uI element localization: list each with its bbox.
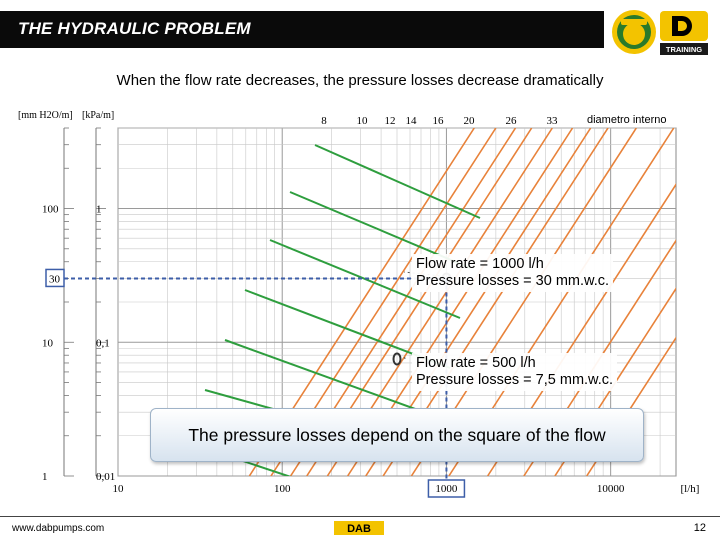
x-tick-label: 100 [274,483,291,495]
callout-1000-loss: Pressure losses = 30 mm.w.c. [416,273,609,289]
callout-1000-flow: Flow rate = 1000 l/h [416,256,544,272]
operating-point-500 [392,352,402,366]
footer-url[interactable]: www.dabpumps.com [12,523,105,534]
dab-logo-icon: DAB [334,521,384,535]
y-axis-unit-mm: [mm H2O/m] [18,110,73,121]
callout-500-flow: Flow rate = 500 l/h [416,355,536,371]
x-tick-label: 10000 [597,483,625,495]
page-title: THE HYDRAULIC PROBLEM [18,19,251,38]
x-tick-label: 1000 [435,483,458,495]
y-tick-label-mm: 1 [42,471,48,483]
velocity-line [314,144,481,219]
y-tick-label-kpa: 0,01 [96,471,115,483]
callout-500-loss: Pressure losses = 7,5 mm.w.c. [416,372,614,388]
x-axis-unit: [l/h] [681,483,700,495]
title-bar [0,11,604,48]
y-tick-label-highlight: 30 [49,273,61,285]
diameter-label-16: 16 [433,115,445,127]
header: THE HYDRAULIC PROBLEM TRAINING [0,0,720,62]
y-tick-label-kpa: 1 [96,204,102,216]
logo-text: TRAINING [666,45,702,54]
velocity-line [224,339,441,419]
diameter-label-12: 12 [385,115,396,127]
diameter-label-14: 14 [406,115,418,127]
conclusion-banner: The pressure losses depend on the square… [150,408,644,462]
diameter-label-33: 33 [547,115,559,127]
footer-logo-text: DAB [347,523,371,535]
y-tick-highlight [45,268,65,288]
subtitle: When the flow rate decreases, the pressu… [116,72,604,89]
diameter-label-8: 8 [321,115,327,127]
diameter-axis-label: diametro interno [587,114,667,126]
diameter-label-10: 10 [357,115,369,127]
diameter-label-20: 20 [464,115,476,127]
diameter-label-26: 26 [506,115,518,127]
page-number: 12 [693,522,706,534]
callout-1000: Flow rate = 1000 l/h Pressure losses = 3… [412,254,613,292]
callout-500: Flow rate = 500 l/h Pressure losses = 7,… [412,353,618,391]
y-axis-unit-kpa: [kPa/m] [82,110,114,121]
y-tick-label-kpa: 0,1 [96,337,110,349]
callout-leader [403,353,406,360]
y-tick-label-mm: 10 [42,337,54,349]
footer-divider [0,516,720,517]
x-tick-highlight [427,479,466,498]
training-logo-icon: TRAINING [612,10,708,55]
x-tick-label: 10 [113,483,125,495]
y-tick-label-mm: 100 [42,204,59,216]
